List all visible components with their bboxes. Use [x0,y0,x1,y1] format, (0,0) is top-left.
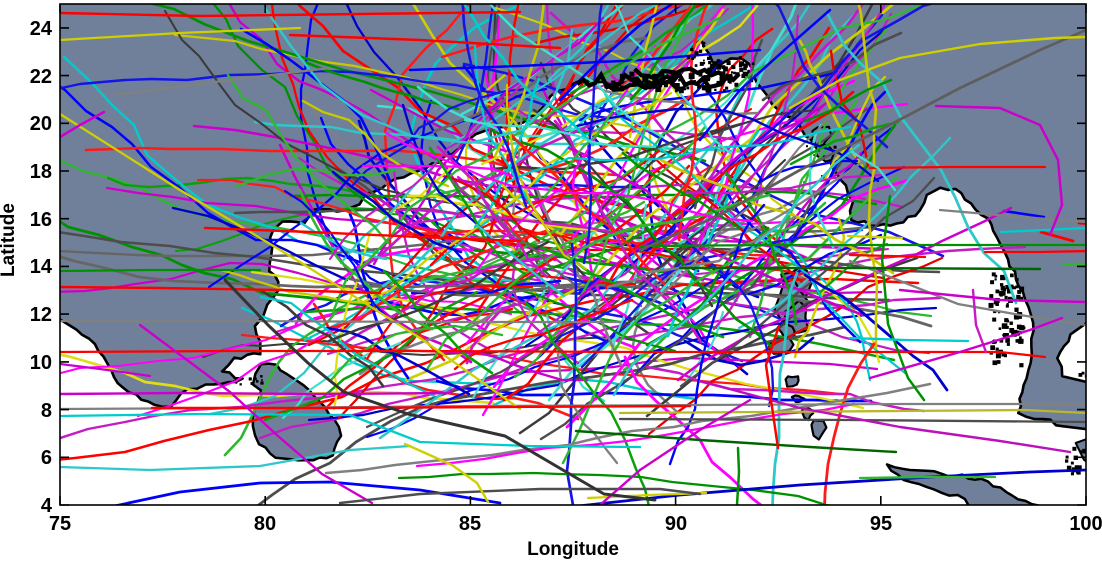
svg-text:80: 80 [254,513,276,535]
svg-text:4: 4 [41,495,53,517]
svg-text:8: 8 [41,400,52,422]
svg-text:90: 90 [665,513,687,535]
svg-text:10: 10 [30,352,52,374]
svg-text:75: 75 [49,513,71,535]
svg-text:24: 24 [30,18,53,40]
svg-text:12: 12 [30,304,52,326]
svg-text:14: 14 [30,256,53,278]
svg-text:22: 22 [30,66,52,88]
svg-text:Longitude: Longitude [527,539,619,560]
svg-text:85: 85 [459,513,481,535]
svg-text:Latitude: Latitude [0,203,19,277]
svg-text:18: 18 [30,161,52,183]
svg-text:95: 95 [870,513,892,535]
svg-text:20: 20 [30,113,52,135]
svg-text:100: 100 [1069,513,1102,535]
svg-text:16: 16 [30,209,52,231]
svg-text:6: 6 [41,447,52,469]
